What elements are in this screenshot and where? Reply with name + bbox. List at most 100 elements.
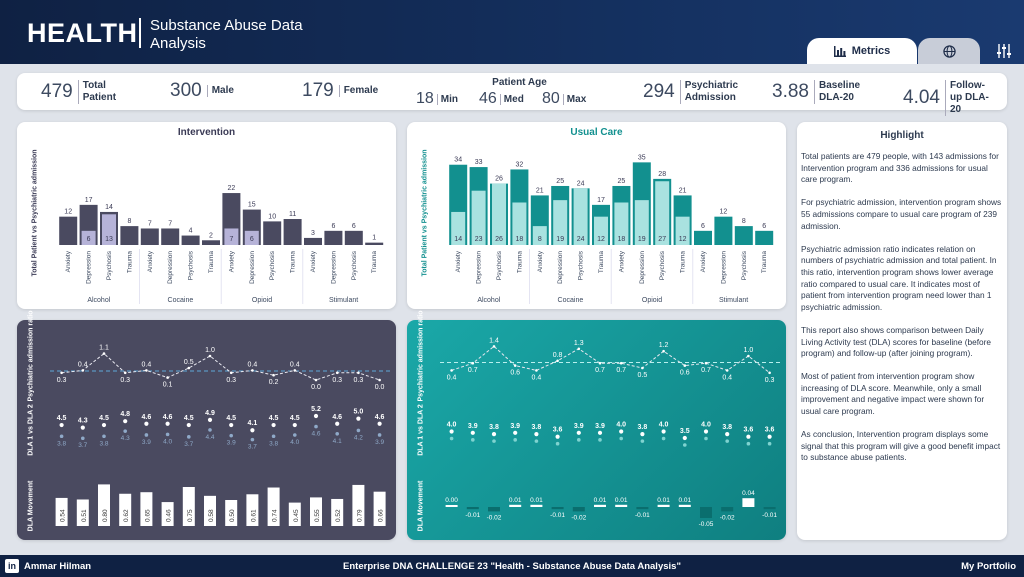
bar-psychiatric-admission [451,211,466,245]
kpi-male: 300 Male [170,80,234,102]
highlight-title: Highlight [880,130,924,141]
kpi-male-value: 300 [170,80,202,101]
dla-baseline-point [598,438,602,442]
category-tick-label: Depression [557,251,564,284]
dla-followup-label: 3.9 [595,423,605,430]
dla-movement-label: 0.51 [81,509,88,522]
ratio-point [619,361,623,365]
dla-followup-point [470,430,475,435]
group-tick-label: Stimulant [719,297,748,304]
kpi-psychiatric-admission-value: 294 [643,81,675,102]
title-divider [139,18,141,48]
ratio-data-label: 1.2 [659,342,669,349]
linkedin-icon[interactable]: in [5,559,19,573]
dla-baseline-label: 4.4 [205,434,214,441]
category-tick-label: Psychosis [188,250,195,280]
dla-movement-label: 0.55 [314,509,321,522]
bar-psychiatric-label: 6 [250,236,254,243]
bar-psychiatric-label: 8 [538,236,542,243]
bar-psychiatric-label: 27 [658,236,666,243]
bar-total-label: 26 [495,176,503,183]
bar-psychiatric-admission [553,200,568,245]
bar-total-label: 10 [268,213,276,220]
dla-baseline-point [165,432,170,437]
ratio-data-label: 0.4 [78,361,88,368]
dla-movement-label: 0.00 [445,497,458,504]
highlight-paragraph: Most of patient from intervention progra… [801,371,985,417]
dla-movement-bar [310,497,322,526]
dla-followup-point [534,432,539,437]
bar-psychiatric-label: 23 [475,236,483,243]
bar-psychiatric-admission [81,230,96,245]
dla-followup-point [165,421,170,426]
dla-followup-point [377,421,382,426]
group-tick-label: Opioid [252,297,272,304]
kpi-male-label: Male [206,85,234,97]
bar-total-patient [734,226,753,245]
filter-settings-button[interactable] [992,40,1016,62]
uc-dla-ylabel: DLA 1 vs DLA 2 [417,404,425,456]
footer-author[interactable]: Ammar Hilman [24,561,92,572]
dla-baseline-point [250,437,255,442]
dla-baseline-point [683,443,687,447]
bar-psychiatric-admission [594,216,608,245]
bar-psychiatric-admission [573,188,588,245]
ratio-point [450,369,453,372]
bar-psychiatric-label: 12 [679,236,687,243]
dla-followup-label: 4.5 [290,415,300,422]
ratio-data-label: 0.0 [311,384,321,391]
ratio-data-label: 1.0 [744,347,754,354]
dla-followup-point [491,432,497,437]
category-tick-label: Anxiety [228,250,235,272]
dla-followup-label: 4.6 [375,414,385,421]
dla-followup-label: 4.5 [269,415,279,422]
category-tick-label: Trauma [680,251,687,274]
uc-ratio-ylabel: Psychiatric admission ratio [417,310,425,402]
kpi-baseline: 3.88 Baseline DLA-20 [772,80,860,104]
ratio-point [145,369,148,372]
intervention-title: Intervention [177,127,236,138]
kpi-female-value: 179 [302,80,334,101]
ratio-point [123,371,127,375]
ratio-point [335,371,339,375]
ratio-data-label: 0.4 [142,361,152,368]
dla-followup-point [250,428,255,433]
bar-psychiatric-admission [634,200,649,245]
header-bar: HEALTH Substance Abuse Data Analysis Met… [0,0,1024,64]
highlight-paragraph: This report also shows comparison betwee… [801,324,991,359]
bar-total-label: 6 [352,223,356,230]
bar-psychiatric-admission [102,214,116,245]
group-tick-label: Alcohol [477,297,500,304]
ratio-data-label: 0.5 [184,359,194,366]
bar-psychiatric-label: 18 [516,236,524,243]
ratio-point [251,369,254,372]
tab-metrics[interactable]: Metrics [807,38,917,64]
category-tick-label: Trauma [598,251,605,274]
dla-followup-point [292,422,297,428]
footer-portfolio-link[interactable]: My Portfolio [961,561,1016,572]
bar-psychiatric-label: 14 [454,236,462,243]
kpi-total-patient-value: 479 [41,81,73,102]
dla-movement-bar [140,492,153,526]
category-tick-label: Anxiety [455,250,462,272]
ratio-data-label: 0.7 [701,367,711,374]
category-tick-label: Anxiety [618,250,625,272]
dla-followup-point [746,434,751,439]
dla-movement-label: 0.54 [60,509,67,522]
dla-movement-bar [119,493,132,526]
footer-challenge-title: Enterprise DNA CHALLENGE 23 "Health - Su… [343,561,681,572]
dla-followup-label: 5.2 [311,406,321,413]
dla-baseline-point [725,439,729,443]
page-subtitle: Substance Abuse Data Analysis [150,17,303,52]
bar-psychiatric-label: 24 [577,236,585,243]
bar-total-label: 25 [556,178,564,185]
dla-followup-label: 3.8 [489,424,499,431]
usual-care-title: Usual Care [570,127,623,138]
ratio-data-label: 0.6 [680,370,690,377]
tab-map[interactable] [918,38,980,64]
kpi-age-med: 46 Med [479,90,524,108]
ratio-point [683,364,687,367]
ratio-data-label: 0.3 [354,377,364,384]
kpi-followup-label: Follow-up DLA-20 [944,80,997,116]
dla-followup-label: 3.5 [680,428,690,435]
